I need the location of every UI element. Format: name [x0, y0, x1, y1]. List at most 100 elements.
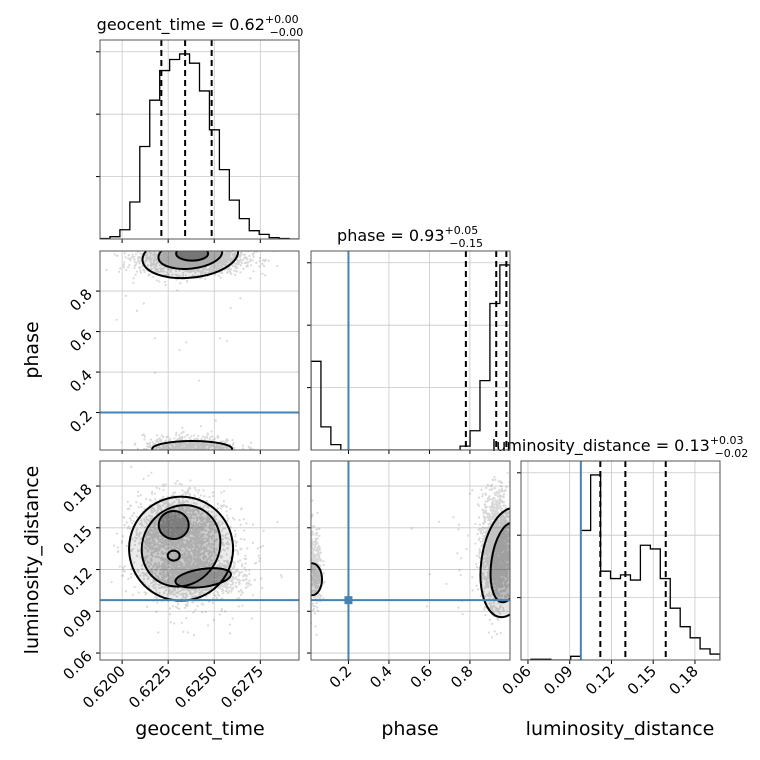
sample-point	[195, 534, 198, 537]
sample-point	[188, 265, 191, 268]
sample-point	[194, 253, 197, 256]
sample-point	[174, 540, 177, 543]
sample-point	[161, 557, 164, 560]
sample-point	[179, 524, 182, 527]
sample-point	[157, 531, 160, 534]
sample-point	[198, 582, 201, 585]
sample-point	[156, 547, 159, 550]
sample-point	[163, 256, 166, 260]
sample-point	[220, 440, 223, 443]
sample-point	[185, 581, 188, 584]
sample-point	[224, 584, 227, 587]
sample-point	[187, 271, 191, 274]
sample-point	[196, 254, 199, 257]
sample-point	[204, 579, 207, 582]
sample-point	[239, 588, 242, 592]
sample-point	[152, 533, 155, 536]
sample-point	[178, 253, 181, 256]
sample-point	[176, 521, 179, 524]
sample-point	[165, 523, 168, 526]
sample-point	[169, 263, 172, 266]
sample-point	[147, 561, 150, 564]
sample-point	[175, 443, 178, 447]
sample-point	[184, 269, 187, 273]
sample-point	[190, 252, 193, 255]
sample-point	[150, 541, 154, 544]
sample-point	[174, 257, 177, 260]
sample-point	[217, 572, 220, 575]
sample-point	[187, 560, 190, 563]
sample-point	[168, 528, 171, 531]
sample-point	[171, 255, 175, 258]
sample-point	[203, 438, 206, 441]
sample-point	[149, 263, 153, 266]
sample-point	[116, 532, 119, 535]
sample-point	[186, 492, 189, 495]
sample-point	[194, 573, 197, 576]
sample-point	[210, 254, 213, 257]
sample-point	[122, 266, 125, 269]
sample-point	[150, 492, 154, 495]
sample-point	[211, 439, 214, 442]
sample-point	[194, 256, 197, 260]
sample-point	[195, 536, 198, 539]
sample-point	[161, 568, 164, 571]
sample-point	[177, 513, 181, 516]
sample-point	[180, 543, 183, 546]
sample-point	[233, 446, 236, 450]
sample-point	[187, 262, 190, 265]
sample-point	[161, 500, 164, 503]
sample-point	[146, 264, 150, 267]
sample-point	[196, 531, 199, 534]
sample-point	[189, 517, 192, 520]
sample-point	[201, 570, 205, 573]
sample-point	[225, 260, 228, 263]
sample-point	[186, 500, 189, 503]
sample-point	[169, 447, 173, 450]
sample-point	[228, 257, 231, 260]
sample-point	[143, 591, 146, 594]
sample-point	[169, 531, 173, 534]
sample-point	[168, 561, 171, 564]
sample-point	[178, 549, 181, 552]
sample-point	[192, 264, 195, 267]
sample-point	[174, 446, 178, 449]
sample-point	[161, 255, 164, 258]
sample-point	[142, 574, 145, 577]
sample-point	[207, 539, 210, 543]
sample-point	[183, 251, 186, 254]
sample-point	[219, 264, 223, 267]
sample-point	[187, 546, 190, 549]
sample-point	[160, 264, 163, 267]
sample-point	[205, 549, 208, 552]
sample-point	[154, 534, 157, 537]
sample-point	[198, 565, 201, 568]
sample-point	[224, 533, 227, 537]
sample-point	[193, 531, 196, 534]
sample-point	[189, 527, 192, 530]
sample-point	[204, 580, 207, 583]
sample-point	[245, 261, 248, 264]
sample-point	[202, 445, 205, 448]
sample-point	[180, 253, 183, 256]
sample-point	[181, 588, 184, 591]
sample-point	[231, 571, 234, 575]
sample-point	[207, 580, 210, 583]
sample-point	[160, 258, 163, 261]
sample-point	[157, 537, 160, 541]
sample-point	[188, 507, 191, 510]
sample-point	[199, 548, 202, 552]
sample-point	[221, 256, 224, 259]
sample-point	[124, 294, 127, 297]
sample-point	[172, 252, 175, 255]
sample-point	[224, 258, 227, 261]
sample-point	[142, 572, 145, 575]
sample-point	[210, 510, 213, 513]
sample-point	[184, 545, 187, 548]
sample-point	[221, 256, 224, 260]
sample-point	[216, 570, 220, 573]
sample-point	[179, 252, 182, 256]
sample-point	[184, 255, 187, 258]
sample-point	[189, 561, 192, 564]
sample-point	[220, 571, 223, 575]
